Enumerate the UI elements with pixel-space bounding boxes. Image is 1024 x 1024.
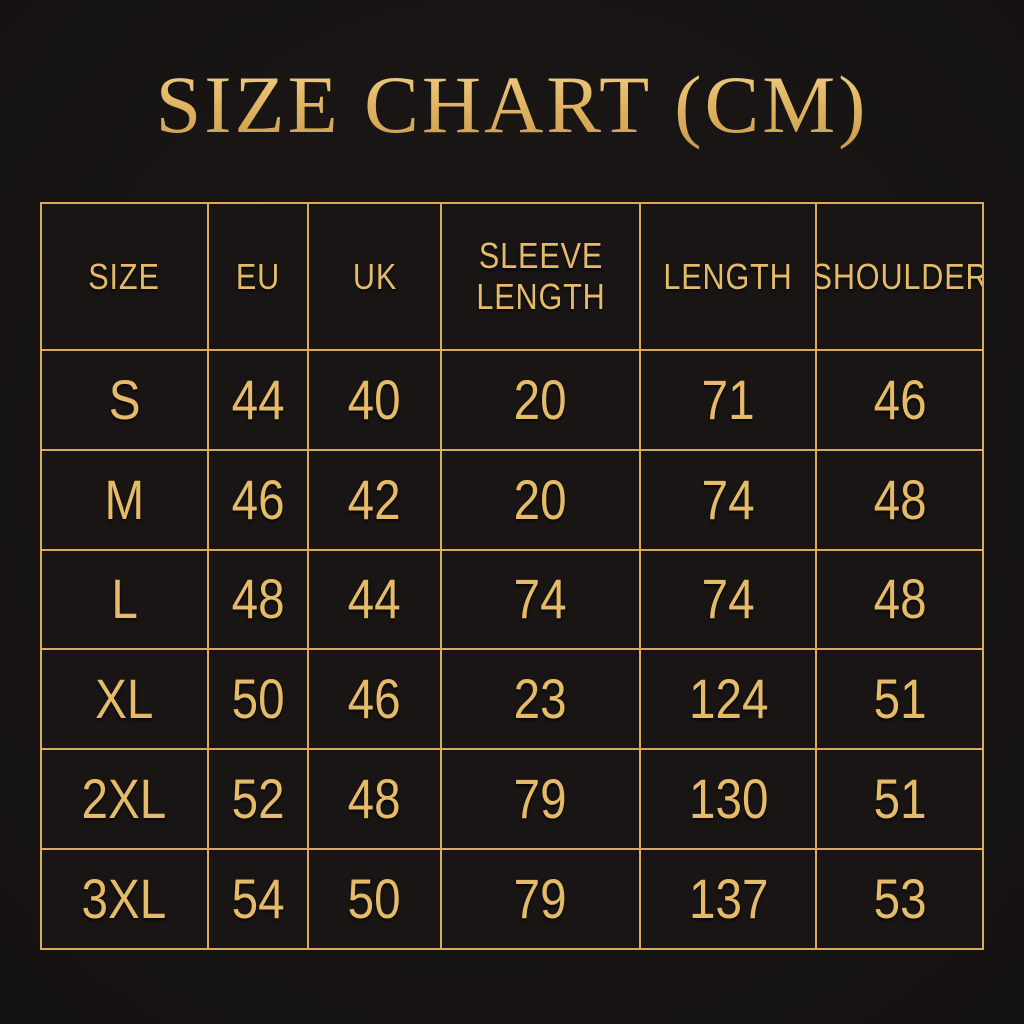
cell-m-uk-label: 42 — [348, 467, 402, 531]
cell-2xl-shoulder-label: 51 — [873, 767, 927, 831]
cell-l-sleeve-length: 74 — [442, 550, 640, 649]
header-cell-size: SIZE — [42, 204, 207, 349]
cell-2xl-eu-label: 52 — [231, 767, 285, 831]
cell-3xl-length: 137 — [641, 850, 816, 948]
cell-m-length-label: 74 — [701, 467, 755, 531]
header-cell-eu: EU — [208, 204, 308, 349]
cell-s-size: S — [42, 350, 207, 449]
cell-m-sleeve-length-label: 20 — [514, 467, 568, 531]
header-cell-size-label: SIZE — [88, 255, 160, 297]
cell-xl-uk: 46 — [309, 650, 441, 749]
header-cell-shoulder-label: SHOULDER — [817, 255, 982, 297]
cell-3xl-sleeve-length-label: 79 — [514, 867, 568, 931]
cell-s-length: 71 — [641, 350, 816, 449]
cell-l-eu-label: 48 — [231, 567, 285, 631]
cell-2xl-shoulder: 51 — [817, 750, 982, 849]
cell-xl-length: 124 — [641, 650, 816, 749]
cell-s-shoulder: 46 — [817, 350, 982, 449]
cell-m-shoulder-label: 48 — [873, 467, 927, 531]
cell-xl-shoulder-label: 51 — [873, 667, 927, 731]
cell-l-size-label: L — [111, 567, 138, 631]
cell-xl-shoulder: 51 — [817, 650, 982, 749]
cell-xl-length-label: 124 — [688, 667, 768, 731]
cell-m-size: M — [42, 450, 207, 549]
cell-3xl-shoulder: 53 — [817, 850, 982, 948]
cell-l-eu: 48 — [208, 550, 308, 649]
cell-2xl-uk: 48 — [309, 750, 441, 849]
cell-s-sleeve-length-label: 20 — [514, 367, 568, 431]
cell-xl-sleeve-length-label: 23 — [514, 667, 568, 731]
page-title: SIZE CHART (CM) — [0, 59, 1024, 150]
cell-xl-size-label: XL — [95, 667, 154, 731]
cell-2xl-sleeve-length-label: 79 — [514, 767, 568, 831]
size-chart-table: SIZE EU UK SLEEVE LENGTH LENGTH SHOULDER S 44 40… — [40, 202, 984, 950]
cell-m-shoulder: 48 — [817, 450, 982, 549]
cell-xl-eu: 50 — [208, 650, 308, 749]
header-cell-length-label: LENGTH — [663, 255, 793, 297]
header-cell-sleeve-length: SLEEVE LENGTH — [442, 204, 640, 349]
cell-2xl-sleeve-length: 79 — [442, 750, 640, 849]
cell-s-length-label: 71 — [701, 367, 755, 431]
cell-xl-uk-label: 46 — [348, 667, 402, 731]
cell-3xl-sleeve-length: 79 — [442, 850, 640, 948]
header-cell-sleeve-length-label: SLEEVE LENGTH — [475, 235, 606, 318]
cell-xl-size: XL — [42, 650, 207, 749]
cell-3xl-uk-label: 50 — [348, 867, 402, 931]
cell-2xl-length-label: 130 — [688, 767, 768, 831]
cell-s-shoulder-label: 46 — [873, 367, 927, 431]
cell-l-length-label: 74 — [701, 567, 755, 631]
cell-s-eu: 44 — [208, 350, 308, 449]
header-cell-uk: UK — [309, 204, 441, 349]
cell-l-shoulder-label: 48 — [873, 567, 927, 631]
cell-s-sleeve-length: 20 — [442, 350, 640, 449]
cell-l-sleeve-length-label: 74 — [514, 567, 568, 631]
cell-3xl-size-label: 3XL — [81, 867, 167, 931]
cell-xl-sleeve-length: 23 — [442, 650, 640, 749]
cell-2xl-uk-label: 48 — [348, 767, 402, 831]
cell-m-size-label: M — [104, 467, 145, 531]
cell-l-shoulder: 48 — [817, 550, 982, 649]
header-cell-shoulder: SHOULDER — [817, 204, 982, 349]
cell-xl-eu-label: 50 — [231, 667, 285, 731]
cell-s-size-label: S — [108, 367, 141, 431]
cell-2xl-eu: 52 — [208, 750, 308, 849]
cell-2xl-size-label: 2XL — [81, 767, 167, 831]
cell-3xl-uk: 50 — [309, 850, 441, 948]
cell-l-size: L — [42, 550, 207, 649]
header-cell-eu-label: EU — [235, 255, 280, 297]
cell-l-uk: 44 — [309, 550, 441, 649]
cell-s-uk-label: 40 — [348, 367, 402, 431]
cell-m-eu-label: 46 — [231, 467, 285, 531]
header-cell-length: LENGTH — [641, 204, 816, 349]
cell-3xl-eu-label: 54 — [231, 867, 285, 931]
cell-l-length: 74 — [641, 550, 816, 649]
header-cell-uk-label: UK — [352, 255, 397, 297]
cell-m-length: 74 — [641, 450, 816, 549]
cell-s-uk: 40 — [309, 350, 441, 449]
cell-m-sleeve-length: 20 — [442, 450, 640, 549]
cell-2xl-length: 130 — [641, 750, 816, 849]
cell-s-eu-label: 44 — [231, 367, 285, 431]
cell-l-uk-label: 44 — [348, 567, 402, 631]
cell-2xl-size: 2XL — [42, 750, 207, 849]
cell-3xl-size: 3XL — [42, 850, 207, 948]
cell-m-uk: 42 — [309, 450, 441, 549]
cell-m-eu: 46 — [208, 450, 308, 549]
cell-3xl-shoulder-label: 53 — [873, 867, 927, 931]
cell-3xl-eu: 54 — [208, 850, 308, 948]
cell-3xl-length-label: 137 — [688, 867, 768, 931]
